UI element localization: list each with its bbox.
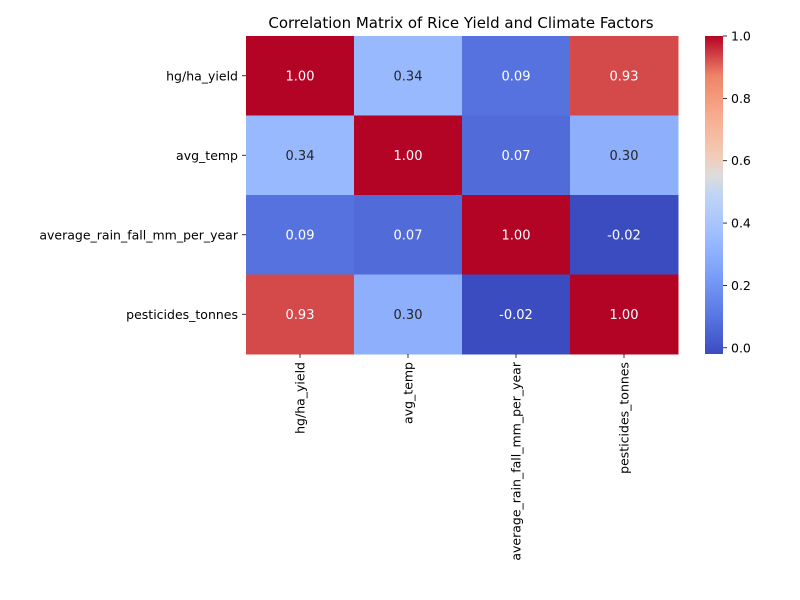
heatmap-cell xyxy=(462,195,571,275)
heatmap-cell xyxy=(570,274,679,355)
chart-title: Correlation Matrix of Rice Yield and Cli… xyxy=(268,14,653,32)
cell-value-label: 1.00 xyxy=(394,149,423,164)
heatmap-cell xyxy=(246,195,355,275)
row-label: average_rain_fall_mm_per_year xyxy=(39,227,238,242)
row-label: hg/ha_yield xyxy=(166,68,238,83)
colorbar-tick-label: 0.6 xyxy=(731,153,751,168)
row-tick-labels: hg/ha_yield avg_temp average_rain_fall_mm_… xyxy=(39,68,246,322)
cell-value-label: 0.34 xyxy=(394,69,423,84)
heatmap-cell xyxy=(462,115,571,196)
cell-value-label: 0.30 xyxy=(610,149,639,164)
heatmap-cell xyxy=(246,274,355,355)
cell-value-label: 1.00 xyxy=(610,308,639,323)
cell-value-label: 0.09 xyxy=(286,228,315,243)
heatmap-cell xyxy=(354,274,463,355)
column-label: avg_temp xyxy=(401,362,416,424)
colorbar-tick-label: 0.2 xyxy=(731,278,751,293)
heatmap-cell xyxy=(570,115,679,196)
cell-value-label: 1.00 xyxy=(502,228,531,243)
colorbar-ticks: 0.0 0.2 0.4 0.6 0.8 1.0 xyxy=(723,29,751,355)
heatmap-cell xyxy=(354,115,463,196)
cell-value-label: 0.07 xyxy=(502,149,531,164)
cell-value-label: 0.93 xyxy=(610,69,639,84)
row-label: avg_temp xyxy=(176,148,238,163)
cell-value-label: 0.34 xyxy=(286,149,315,164)
cell-value-label: 0.30 xyxy=(394,308,423,323)
heatmap-cell xyxy=(462,274,571,355)
column-label: pesticides_tonnes xyxy=(617,362,632,474)
heatmap-cells: 1.00 0.34 0.09 0.93 0.34 1.00 0.07 0.30 0.09 0.07… xyxy=(246,36,679,355)
colorbar xyxy=(705,36,723,354)
colorbar-tick-label: 0.0 xyxy=(731,340,751,355)
cell-value-label: -0.02 xyxy=(607,228,641,243)
column-label: average_rain_fall_mm_per_year xyxy=(509,361,524,560)
heatmap-cell xyxy=(570,195,679,275)
cell-value-label: 0.07 xyxy=(394,228,423,243)
cell-value-label: 0.93 xyxy=(286,308,315,323)
colorbar-tick-label: 0.4 xyxy=(731,216,751,231)
row-label: pesticides_tonnes xyxy=(126,307,238,322)
cell-value-label: 0.09 xyxy=(502,69,531,84)
colorbar-tick-label: 0.8 xyxy=(731,91,751,106)
column-label: hg/ha_yield xyxy=(293,362,308,434)
colorbar-tick-label: 1.0 xyxy=(731,29,751,44)
heatmap-cell xyxy=(246,36,355,116)
heatmap-cell xyxy=(570,36,679,116)
heatmap-cell xyxy=(246,115,355,196)
heatmap-cell xyxy=(354,36,463,116)
heatmap-cell xyxy=(354,195,463,275)
column-tick-labels: hg/ha_yield avg_temp average_rain_fall_mm_… xyxy=(293,354,632,561)
cell-value-label: -0.02 xyxy=(499,308,533,323)
cell-value-label: 1.00 xyxy=(286,69,315,84)
heatmap-cell xyxy=(462,36,571,116)
